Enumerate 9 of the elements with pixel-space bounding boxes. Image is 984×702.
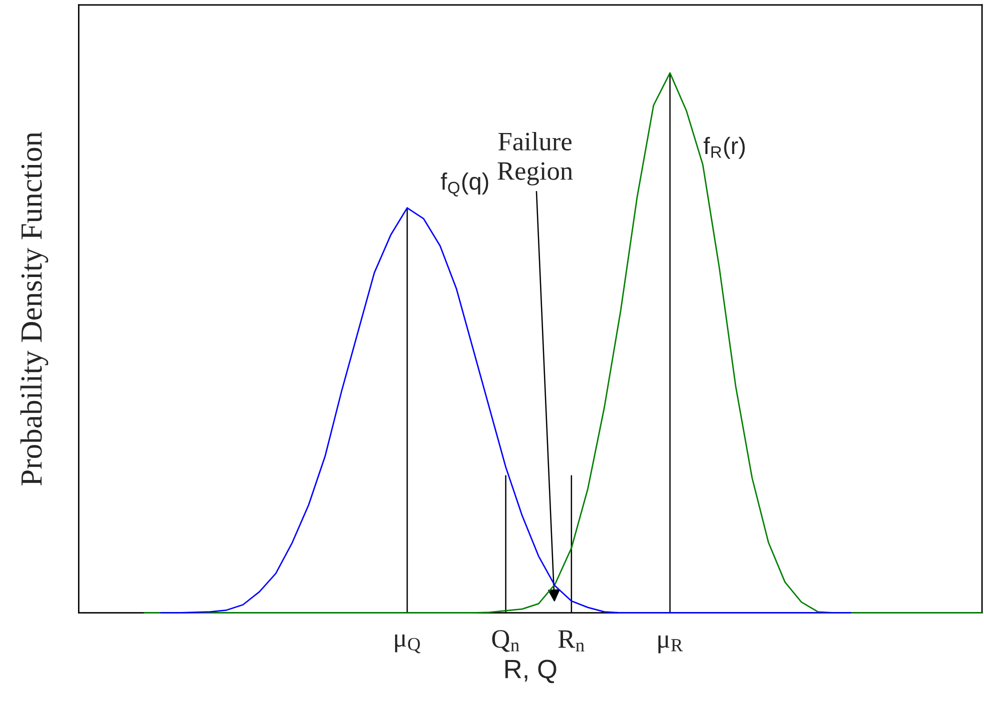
x-axis-title: R, Q <box>505 660 556 684</box>
x-tick-label: Q$_{n}$ <box>492 630 520 652</box>
series-label: f$_{R}$(r) <box>704 136 745 159</box>
annotation: Failure Region <box>498 132 573 186</box>
x-tick-label: μ$_{Q}$ <box>395 634 420 654</box>
series-label: f$_{Q}$(q) <box>440 172 488 196</box>
y-axis-title: Probability Density Function <box>20 132 48 486</box>
x-tick-label: μ$_{R}$ <box>658 636 683 654</box>
x-tick-label: R$_{n}$ <box>558 630 584 652</box>
